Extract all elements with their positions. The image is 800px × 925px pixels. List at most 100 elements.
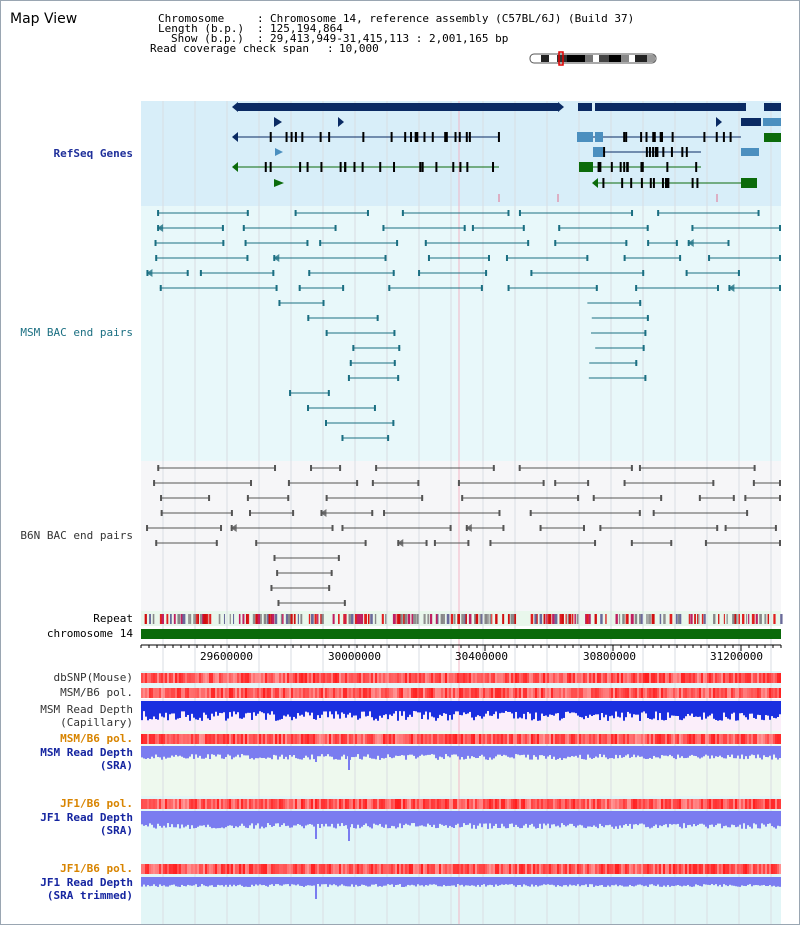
track-label-repeat[interactable]: Repeat bbox=[93, 612, 133, 625]
msm-capillary-depth-bar bbox=[431, 701, 433, 717]
track-label-jf1-depth-trimmed[interactable]: JF1 Read Depth bbox=[40, 876, 133, 889]
gene-exon bbox=[671, 132, 674, 142]
jf1-b6-pol-heat-cell bbox=[361, 799, 363, 809]
coverage-value: 10,000 bbox=[339, 42, 379, 55]
msm-b6-pol-heat-cell bbox=[679, 734, 681, 744]
b6n-bac-end bbox=[623, 480, 626, 486]
dbsnp-heat-cell bbox=[239, 673, 241, 683]
msm-bac-end bbox=[631, 210, 634, 216]
track-label-msm-depth-sra[interactable]: MSM Read Depth bbox=[40, 746, 133, 759]
jf1-b6-pol-heat-cell bbox=[601, 864, 603, 874]
jf1-b6-pol-heat-cell bbox=[737, 799, 739, 809]
msm-b6-pol-heat-cell bbox=[735, 734, 737, 744]
jf1-b6-pol-heat-cell bbox=[549, 864, 551, 874]
dbsnp-heat-cell bbox=[481, 673, 483, 683]
jf1-b6-pol-heat-cell bbox=[363, 799, 365, 809]
dbsnp-heat-cell bbox=[341, 673, 343, 683]
jf1-trimmed-depth-bar bbox=[335, 877, 337, 886]
jf1-trimmed-depth-bar bbox=[261, 877, 263, 886]
msm-sra-depth-bar bbox=[348, 746, 350, 770]
msm-b6-pol-heat-cell bbox=[583, 688, 585, 698]
msm-b6-pol-heat-cell bbox=[161, 734, 163, 744]
msm-capillary-depth-bar bbox=[225, 701, 227, 721]
msm-sra-depth-bar bbox=[341, 746, 343, 757]
jf1-sra-depth-bar bbox=[475, 811, 477, 829]
repeat-element bbox=[755, 614, 758, 624]
msm-sra-depth-bar bbox=[209, 746, 211, 760]
msm-b6-pol-heat-cell bbox=[291, 688, 293, 698]
repeat-element bbox=[539, 614, 543, 624]
dbsnp-heat-cell bbox=[617, 673, 619, 683]
jf1-b6-pol-heat-cell bbox=[373, 799, 375, 809]
msm-capillary-depth-bar bbox=[527, 701, 529, 713]
msm-b6-pol-heat-cell bbox=[271, 688, 273, 698]
jf1-sra-depth-bar bbox=[441, 811, 443, 825]
dbsnp-heat-cell bbox=[659, 673, 661, 683]
msm-bac-end bbox=[427, 255, 430, 261]
msm-b6-pol-heat-cell bbox=[365, 734, 367, 744]
msm-b6-pol-heat-cell bbox=[367, 688, 369, 698]
msm-bac-end bbox=[485, 270, 488, 276]
msm-b6-pol-heat-cell bbox=[613, 734, 615, 744]
jf1-b6-pol-heat-cell bbox=[541, 799, 543, 809]
msm-bac-end bbox=[595, 285, 598, 291]
track-label-msm-b6-pol-2[interactable]: MSM/B6 pol. bbox=[60, 732, 133, 745]
repeat-element bbox=[732, 614, 736, 624]
jf1-trimmed-depth-bar bbox=[679, 877, 681, 886]
gene-exon bbox=[661, 132, 664, 142]
track-label-jf1-depth-sra[interactable]: JF1 Read Depth bbox=[40, 811, 133, 824]
jf1-b6-pol-heat-cell bbox=[511, 799, 513, 809]
jf1-trimmed-depth-bar bbox=[451, 877, 453, 886]
repeat-element bbox=[634, 614, 638, 624]
msm-sra-depth-bar bbox=[523, 746, 525, 755]
jf1-trimmed-depth-bar bbox=[387, 877, 389, 885]
jf1-b6-pol-heat-cell bbox=[653, 799, 655, 809]
jf1-b6-pol-heat-cell bbox=[255, 799, 257, 809]
jf1-b6-pol-heat-cell bbox=[649, 799, 651, 809]
msm-bac-end bbox=[347, 375, 350, 381]
dbsnp-heat-cell bbox=[651, 673, 653, 683]
jf1-b6-pol-heat-cell bbox=[151, 799, 153, 809]
jf1-trimmed-depth-bar bbox=[243, 877, 245, 887]
jf1-sra-depth-bar bbox=[717, 811, 719, 824]
track-label-dbsnp[interactable]: dbSNP(Mouse) bbox=[53, 671, 133, 684]
msm-b6-pol-heat-cell bbox=[323, 734, 325, 744]
msm-capillary-depth-bar bbox=[207, 701, 209, 719]
track-label-msm-bac[interactable]: MSM BAC end pairs bbox=[20, 326, 133, 339]
jf1-trimmed-depth-bar bbox=[753, 877, 755, 886]
msm-b6-pol-heat-cell bbox=[265, 688, 267, 698]
b6n-bac-end bbox=[330, 570, 333, 576]
b6n-bac-end bbox=[492, 465, 495, 471]
msm-b6-pol-heat-cell bbox=[567, 734, 569, 744]
msm-b6-pol-heat-cell bbox=[545, 688, 547, 698]
msm-sra-depth-bar bbox=[219, 746, 221, 755]
track-label-b6n-bac[interactable]: B6N BAC end pairs bbox=[20, 529, 133, 542]
msm-sra-depth-bar bbox=[513, 746, 515, 759]
jf1-trimmed-depth-bar bbox=[487, 877, 489, 886]
jf1-b6-pol-heat-cell bbox=[543, 799, 545, 809]
msm-b6-pol-heat-cell bbox=[625, 734, 627, 744]
jf1-b6-pol-heat-cell bbox=[711, 799, 713, 809]
track-label-jf1-b6-pol-1[interactable]: JF1/B6 pol. bbox=[60, 797, 133, 810]
jf1-b6-pol-heat-cell bbox=[641, 864, 643, 874]
msm-b6-pol-heat-cell bbox=[417, 734, 419, 744]
jf1-sra-depth-bar bbox=[353, 811, 355, 829]
msm-sra-depth-bar bbox=[183, 746, 185, 758]
msm-bac-end bbox=[384, 255, 387, 261]
msm-capillary-depth-bar bbox=[219, 701, 221, 713]
track-label-msm-depth-capillary[interactable]: MSM Read Depth bbox=[40, 703, 133, 716]
msm-capillary-depth-bar bbox=[663, 701, 665, 721]
dbsnp-heat-cell bbox=[175, 673, 177, 683]
track-label-msm-b6-pol-1[interactable]: MSM/B6 pol. bbox=[60, 686, 133, 699]
track-label-jf1-b6-pol-2[interactable]: JF1/B6 pol. bbox=[60, 862, 133, 875]
msm-sra-depth-bar bbox=[271, 746, 273, 760]
dbsnp-heat-cell bbox=[359, 673, 361, 683]
msm-sra-depth-bar bbox=[631, 746, 633, 757]
track-label-refseq[interactable]: RefSeq Genes bbox=[53, 147, 133, 160]
jf1-b6-pol-heat-cell bbox=[645, 799, 647, 809]
msm-b6-pol-heat-cell bbox=[375, 734, 377, 744]
msm-sra-depth-bar bbox=[375, 746, 377, 760]
jf1-sra-depth-bar bbox=[243, 811, 245, 826]
msm-b6-pol-heat-cell bbox=[277, 688, 279, 698]
